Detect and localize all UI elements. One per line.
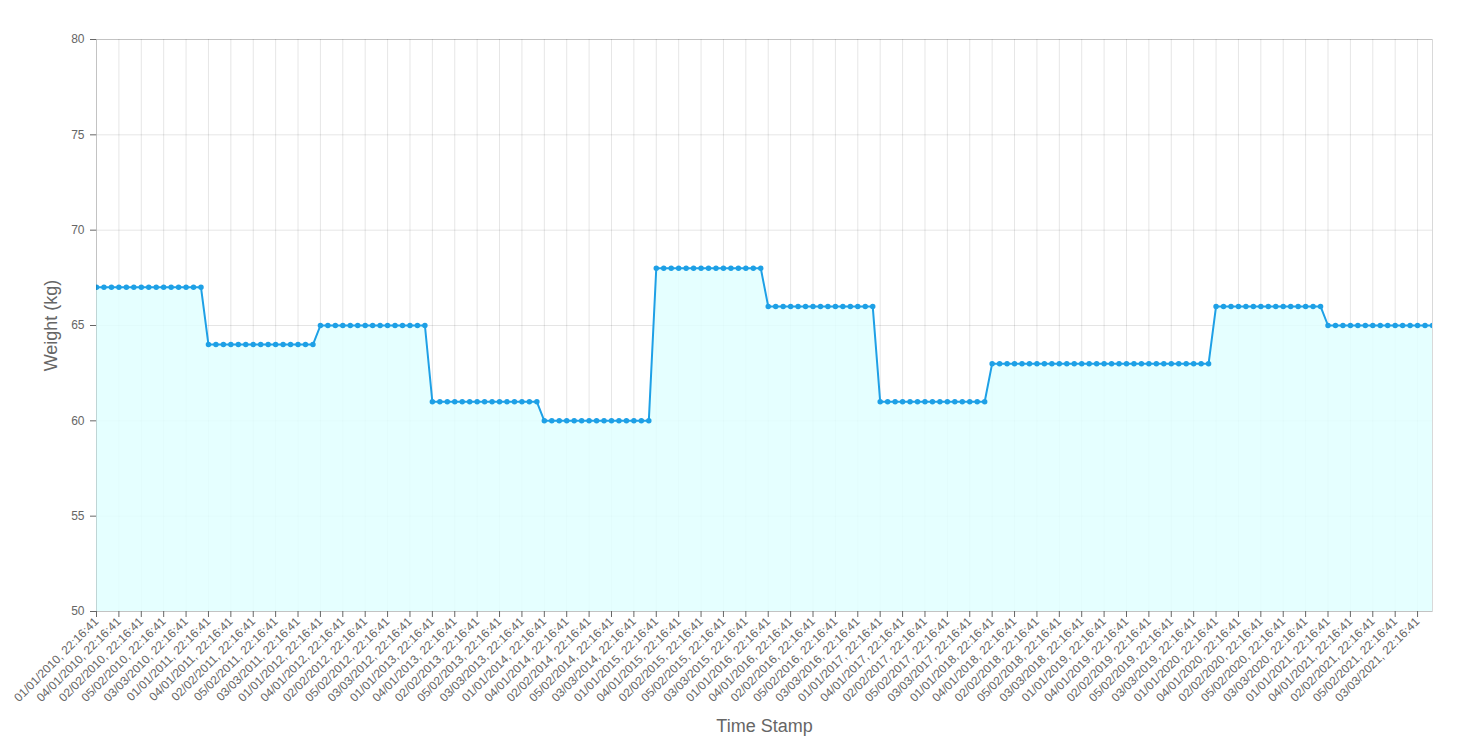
svg-text:04/01/2010, 22:16:41: 04/01/2010, 22:16:41 <box>33 614 124 705</box>
svg-text:03/03/2015, 22:16:41: 03/03/2015, 22:16:41 <box>660 614 751 705</box>
svg-text:05/02/2017, 22:16:41: 05/02/2017, 22:16:41 <box>862 614 953 705</box>
svg-text:04/01/2021, 22:16:41: 04/01/2021, 22:16:41 <box>1265 614 1356 705</box>
svg-text:04/01/2019, 22:16:41: 04/01/2019, 22:16:41 <box>1041 614 1132 705</box>
svg-text:04/01/2013, 22:16:41: 04/01/2013, 22:16:41 <box>369 614 460 705</box>
svg-text:02/02/2019, 22:16:41: 02/02/2019, 22:16:41 <box>1063 614 1154 705</box>
svg-text:75: 75 <box>71 128 85 142</box>
svg-text:01/01/2021, 22:16:41: 01/01/2021, 22:16:41 <box>1242 614 1333 705</box>
svg-text:02/02/2016, 22:16:41: 02/02/2016, 22:16:41 <box>727 614 818 705</box>
svg-text:04/01/2017, 22:16:41: 04/01/2017, 22:16:41 <box>817 614 908 705</box>
svg-text:02/02/2020, 22:16:41: 02/02/2020, 22:16:41 <box>1175 614 1266 705</box>
svg-text:50: 50 <box>71 604 85 618</box>
svg-text:02/02/2015, 22:16:41: 02/02/2015, 22:16:41 <box>615 614 706 705</box>
svg-text:01/01/2019, 22:16:41: 01/01/2019, 22:16:41 <box>1018 614 1109 705</box>
svg-text:05/02/2018, 22:16:41: 05/02/2018, 22:16:41 <box>974 614 1065 705</box>
svg-text:03/03/2018, 22:16:41: 03/03/2018, 22:16:41 <box>996 614 1087 705</box>
svg-text:03/03/2016, 22:16:41: 03/03/2016, 22:16:41 <box>772 614 863 705</box>
svg-text:04/01/2012, 22:16:41: 04/01/2012, 22:16:41 <box>257 614 348 705</box>
svg-text:05/02/2016, 22:16:41: 05/02/2016, 22:16:41 <box>750 614 841 705</box>
svg-text:02/02/2011, 22:16:41: 02/02/2011, 22:16:41 <box>168 614 259 704</box>
svg-text:01/01/2016, 22:16:41: 01/01/2016, 22:16:41 <box>683 614 774 705</box>
svg-text:01/01/2010, 22:16:41: 01/01/2010, 22:16:41 <box>11 614 102 705</box>
svg-text:02/02/2018, 22:16:41: 02/02/2018, 22:16:41 <box>951 614 1042 705</box>
svg-text:04/01/2015, 22:16:41: 04/01/2015, 22:16:41 <box>593 614 684 705</box>
svg-text:60: 60 <box>71 414 85 428</box>
svg-text:03/03/2021, 22:16:41: 03/03/2021, 22:16:41 <box>1332 614 1422 704</box>
svg-text:05/02/2013, 22:16:41: 05/02/2013, 22:16:41 <box>414 614 505 705</box>
svg-text:05/02/2020, 22:16:41: 05/02/2020, 22:16:41 <box>1198 614 1289 705</box>
svg-text:05/02/2011, 22:16:41: 05/02/2011, 22:16:41 <box>191 614 281 704</box>
svg-text:02/02/2014, 22:16:41: 02/02/2014, 22:16:41 <box>503 614 594 705</box>
svg-text:04/01/2014, 22:16:41: 04/01/2014, 22:16:41 <box>481 614 572 705</box>
svg-text:04/01/2020, 22:16:41: 04/01/2020, 22:16:41 <box>1153 614 1244 705</box>
svg-text:02/02/2010, 22:16:41: 02/02/2010, 22:16:41 <box>56 614 147 705</box>
svg-text:03/03/2019, 22:16:41: 03/03/2019, 22:16:41 <box>1108 614 1199 705</box>
svg-text:01/01/2018, 22:16:41: 01/01/2018, 22:16:41 <box>906 614 997 705</box>
svg-text:04/01/2018, 22:16:41: 04/01/2018, 22:16:41 <box>929 614 1020 705</box>
svg-text:02/02/2021, 22:16:41: 02/02/2021, 22:16:41 <box>1287 614 1378 705</box>
svg-text:05/02/2021, 22:16:41: 05/02/2021, 22:16:41 <box>1309 614 1400 705</box>
svg-text:02/02/2017, 22:16:41: 02/02/2017, 22:16:41 <box>839 614 930 705</box>
svg-text:01/01/2012, 22:16:41: 01/01/2012, 22:16:41 <box>235 614 326 705</box>
svg-text:01/01/2015, 22:16:41: 01/01/2015, 22:16:41 <box>571 614 662 705</box>
svg-text:04/01/2016, 22:16:41: 04/01/2016, 22:16:41 <box>705 614 796 705</box>
svg-text:05/02/2012, 22:16:41: 05/02/2012, 22:16:41 <box>302 614 393 705</box>
svg-text:55: 55 <box>71 509 85 523</box>
svg-text:05/02/2014, 22:16:41: 05/02/2014, 22:16:41 <box>526 614 617 705</box>
svg-text:04/01/2011, 22:16:41: 04/01/2011, 22:16:41 <box>146 614 236 704</box>
svg-text:01/01/2020, 22:16:41: 01/01/2020, 22:16:41 <box>1130 614 1221 705</box>
svg-text:03/03/2017, 22:16:41: 03/03/2017, 22:16:41 <box>884 614 975 705</box>
svg-text:65: 65 <box>71 318 85 332</box>
svg-text:Time Stamp: Time Stamp <box>716 716 812 736</box>
svg-text:01/01/2011, 22:16:41: 01/01/2011, 22:16:41 <box>123 614 214 704</box>
svg-text:05/02/2010, 22:16:41: 05/02/2010, 22:16:41 <box>78 614 169 705</box>
svg-text:80: 80 <box>71 32 85 46</box>
svg-text:05/02/2019, 22:16:41: 05/02/2019, 22:16:41 <box>1086 614 1177 705</box>
svg-text:70: 70 <box>71 223 85 237</box>
svg-text:03/03/2014, 22:16:41: 03/03/2014, 22:16:41 <box>548 614 639 705</box>
svg-text:03/03/2012, 22:16:41: 03/03/2012, 22:16:41 <box>324 614 415 705</box>
svg-text:Weight (kg): Weight (kg) <box>41 280 61 372</box>
svg-text:03/03/2020, 22:16:41: 03/03/2020, 22:16:41 <box>1220 614 1311 705</box>
svg-text:01/01/2014, 22:16:41: 01/01/2014, 22:16:41 <box>459 614 550 705</box>
svg-text:01/01/2013, 22:16:41: 01/01/2013, 22:16:41 <box>347 614 438 705</box>
svg-text:02/02/2013, 22:16:41: 02/02/2013, 22:16:41 <box>391 614 482 705</box>
svg-text:03/03/2010, 22:16:41: 03/03/2010, 22:16:41 <box>100 614 191 705</box>
svg-text:05/02/2015, 22:16:41: 05/02/2015, 22:16:41 <box>638 614 729 705</box>
svg-text:02/02/2012, 22:16:41: 02/02/2012, 22:16:41 <box>279 614 370 705</box>
svg-text:01/01/2017, 22:16:41: 01/01/2017, 22:16:41 <box>794 614 885 705</box>
svg-text:03/03/2013, 22:16:41: 03/03/2013, 22:16:41 <box>436 614 527 705</box>
svg-text:03/03/2011, 22:16:41: 03/03/2011, 22:16:41 <box>213 614 303 704</box>
